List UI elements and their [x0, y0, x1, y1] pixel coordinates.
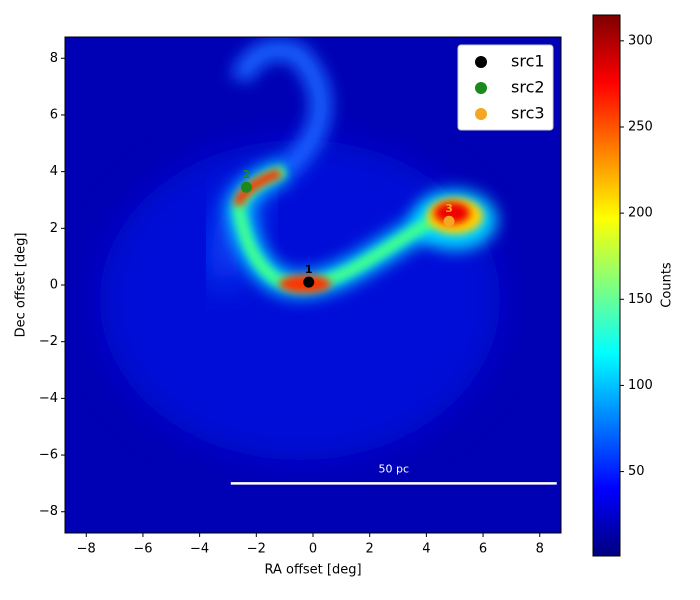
scale-bar-label: 50 pc — [379, 462, 410, 475]
x-tick-label: 6 — [479, 542, 487, 557]
y-axis-label: Dec offset [deg] — [14, 233, 29, 338]
y-tick-label: 6 — [50, 107, 58, 122]
colorbar-label: Counts — [660, 262, 675, 308]
x-tick-label: −6 — [133, 542, 152, 557]
point — [443, 215, 455, 227]
legend-marker — [475, 56, 487, 68]
point — [303, 276, 315, 288]
y-tick-label: 8 — [50, 51, 58, 66]
colorbar — [592, 14, 621, 557]
legend-marker — [475, 82, 487, 94]
y-tick-label: −2 — [39, 334, 58, 349]
colorbar-tick-label: 300 — [628, 33, 653, 48]
x-tick-label: 2 — [366, 542, 374, 557]
y-tick-label: −4 — [39, 391, 58, 406]
legend-marker — [475, 108, 487, 120]
x-tick-label: 8 — [536, 542, 544, 557]
x-tick-label: −8 — [77, 542, 96, 557]
y-tick-label: 4 — [50, 164, 58, 179]
colorbar-tick-label: 150 — [628, 292, 653, 307]
point — [240, 181, 252, 193]
legend-label: src3 — [511, 104, 545, 123]
colorbar-tick-label: 200 — [628, 206, 653, 221]
x-tick-label: 0 — [309, 542, 317, 557]
x-tick-label: −2 — [247, 542, 266, 557]
y-tick-label: 2 — [50, 221, 58, 236]
x-tick-label: −4 — [190, 542, 209, 557]
x-axis-label: RA offset [deg] — [264, 563, 361, 578]
point-label: 1 — [305, 263, 313, 276]
legend-label: src1 — [511, 52, 545, 71]
y-tick-label: −8 — [39, 504, 58, 519]
colorbar-tick-label: 100 — [628, 378, 653, 393]
x-tick-label: 4 — [422, 542, 430, 557]
y-tick-label: 0 — [50, 278, 58, 293]
point-label: 2 — [243, 168, 251, 181]
legend-label: src2 — [511, 78, 545, 97]
colorbar-tick-label: 250 — [628, 119, 653, 134]
y-tick-label: −6 — [39, 448, 58, 463]
colorbar-tick-label: 50 — [628, 464, 645, 479]
point-label: 3 — [445, 202, 453, 215]
